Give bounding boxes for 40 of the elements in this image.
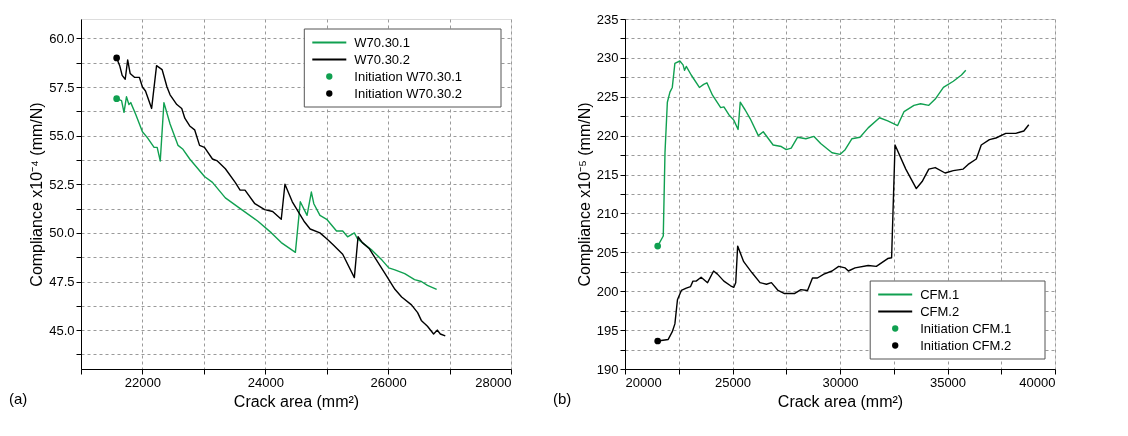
legend-label: W70.30.2 [354,51,410,67]
y-tick-label: 57.5 [49,79,75,95]
y-tick-label: 225 [596,89,619,105]
y-tick-label: 45.0 [49,322,75,338]
y-tick-label: 195 [596,322,619,338]
x-tick-label: 25000 [714,374,752,390]
legend-label: Initiation W70.30.2 [354,85,462,101]
y-tick-label: 55.0 [49,128,75,144]
x-tick-label: 24000 [247,374,284,390]
y-tick-label: 190 [596,361,619,377]
legend-label: Initiation CFM.1 [920,320,1012,336]
y-tick-label: 52.5 [49,176,75,192]
y-tick-label: 47.5 [49,274,75,289]
x-axis-title: Crack area (mm²) [233,392,360,410]
text: (a) [9,390,28,407]
y-tick-label: 205 [596,244,619,260]
legend-label: CFM.1 [920,286,960,302]
y-tick-label: 235 [596,11,619,27]
y-tick-label: 50.0 [49,225,75,241]
y-tick-label: 60.0 [49,30,75,46]
x-tick-label: 20000 [625,374,662,390]
y-tick-label: 215 [596,167,619,183]
y-axis-title: Compliance x10⁻⁵ (mm/N) [575,102,593,287]
y-tick-label: 220 [596,128,619,144]
y-tick-label: 230 [596,50,619,66]
x-tick-label: 22000 [124,374,162,390]
x-tick-label: 26000 [370,374,407,390]
legend-label: Initiation W70.30.1 [354,68,462,84]
x-tick-label: 28000 [475,374,512,390]
text: (b) [553,390,572,407]
x-tick-label: 40000 [1019,374,1056,390]
x-tick-label: 35000 [929,374,967,390]
legend-label: CFM.2 [920,303,960,319]
legend-label: Initiation CFM.2 [920,337,1012,353]
legend-label: W70.30.1 [354,34,410,50]
x-tick-label: 30000 [822,374,859,390]
x-axis-title: Crack area (mm²) [777,392,904,410]
y-tick-label: 210 [596,205,619,221]
y-tick-label: 200 [596,283,619,299]
y-axis-title: Compliance x10⁻⁴ (mm/N) [28,102,46,287]
